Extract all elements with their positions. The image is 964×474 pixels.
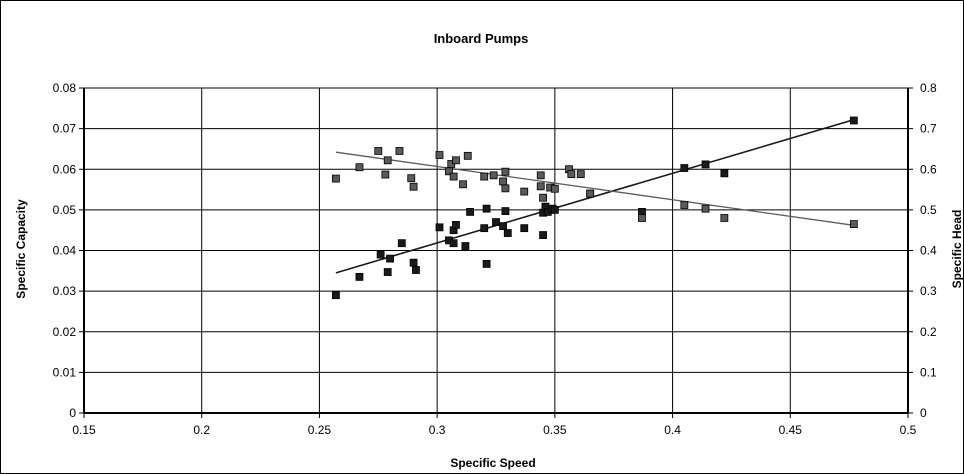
capacity-point (449, 239, 458, 248)
chart-title: Inboard Pumps (434, 31, 529, 46)
x-tick-label: 0.15 (72, 423, 96, 437)
capacity-point (466, 208, 475, 216)
y-tick-label: 0.04 (53, 244, 77, 258)
head-point (576, 170, 585, 179)
head-point (586, 189, 595, 198)
y2-tick-label: 0.3 (920, 284, 937, 298)
head-point (449, 172, 458, 181)
y2-tick-label: 0.6 (920, 162, 937, 176)
y2-tick-label: 0.7 (920, 122, 937, 136)
x-tick-label: 0.25 (308, 423, 332, 437)
capacity-point (461, 242, 470, 250)
y-tick-label: 0.03 (53, 284, 77, 298)
head-point (501, 167, 510, 176)
y2-tick-label: 0.2 (920, 325, 937, 339)
head-point (536, 171, 545, 180)
x-axis-label: Specific Speed (450, 456, 535, 470)
capacity-point (482, 204, 491, 213)
head-point (701, 204, 710, 213)
head-point (409, 182, 418, 191)
axes (79, 87, 913, 418)
capacity-point (332, 291, 340, 300)
head-point (849, 220, 858, 228)
data-markers (332, 116, 858, 300)
head-point (383, 156, 392, 165)
capacity-point (501, 207, 510, 215)
head-point (452, 156, 460, 165)
y2-tick-label: 0.8 (920, 81, 937, 95)
head-point (550, 184, 559, 193)
capacity-point (701, 160, 710, 169)
capacity-point (680, 164, 689, 172)
capacity-point (452, 221, 460, 229)
y2-tick-label: 0 (920, 406, 927, 420)
head-point (489, 171, 498, 180)
y2-tick-label: 0.5 (920, 203, 937, 217)
head-point (407, 174, 416, 183)
y2-tick-label: 0.4 (920, 244, 937, 258)
capacity-point (503, 229, 512, 237)
head-point (332, 174, 340, 183)
y-tick-label: 0.06 (53, 162, 77, 176)
capacity-point (376, 250, 385, 259)
head-point (459, 180, 467, 189)
capacity-point (480, 224, 489, 233)
head-point (374, 147, 383, 155)
capacity-point (492, 218, 500, 226)
x-tick-label: 0.45 (779, 423, 803, 437)
y-tick-label: 0.05 (53, 203, 77, 217)
capacity-point (550, 205, 559, 214)
capacity-point (849, 116, 858, 125)
head-point (520, 187, 529, 196)
capacity-point (409, 258, 418, 267)
head-point (720, 214, 729, 222)
x-tick-label: 0.3 (429, 423, 446, 437)
head-point (638, 214, 646, 222)
y2-axis-label: Specific Head (950, 210, 964, 289)
head-point (501, 184, 510, 193)
y-tick-label: 0 (69, 406, 76, 420)
head-point (499, 177, 507, 186)
head-point (435, 151, 444, 159)
capacity-point (720, 169, 729, 178)
capacity-point (397, 239, 406, 248)
head-point (539, 193, 547, 202)
head-point (567, 170, 576, 179)
y-tick-label: 0.07 (53, 122, 77, 136)
head-point (355, 163, 364, 172)
tick-labels: 0 0.01 0.02 0.03 0.04 0.05 0.06 0.07 0.08 0 0.1 0.2… (53, 81, 937, 437)
gridlines (84, 87, 908, 413)
capacity-point (520, 224, 529, 233)
trendlines (335, 118, 855, 274)
capacity-point (383, 268, 392, 276)
head-point (536, 182, 545, 191)
y-tick-label: 0.01 (53, 365, 77, 379)
capacity-point (386, 254, 394, 263)
capacity-point (482, 260, 491, 268)
head-point (395, 147, 404, 155)
capacity-point (499, 222, 507, 231)
y-tick-label: 0.02 (53, 325, 77, 339)
y-tick-label: 0.08 (53, 81, 77, 95)
head-point (463, 151, 472, 160)
x-tick-label: 0.5 (900, 423, 917, 437)
head-point (480, 172, 489, 181)
capacity-point (435, 223, 444, 232)
y-axis-label: Specific Capacity (14, 199, 28, 299)
capacity-trendline (335, 118, 855, 274)
capacity-point (355, 273, 364, 281)
head-trendline (335, 151, 854, 226)
y2-tick-label: 0.1 (920, 365, 937, 379)
x-tick-label: 0.35 (543, 423, 567, 437)
head-point (680, 201, 689, 209)
head-point (381, 170, 390, 179)
x-tick-label: 0.4 (664, 423, 681, 437)
x-tick-label: 0.2 (193, 423, 210, 437)
capacity-point (539, 231, 547, 239)
capacity-point (412, 266, 420, 274)
